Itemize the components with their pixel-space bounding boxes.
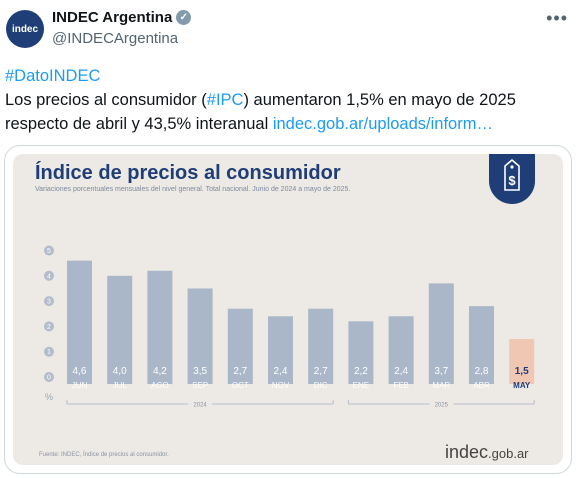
x-tick-label: NOV xyxy=(272,381,290,390)
x-tick-label: MAY xyxy=(513,381,531,390)
x-tick-label: OCT xyxy=(232,381,249,390)
tweet-text-after: ) aumentaron 1,5% en mayo de 2025 respec… xyxy=(5,91,516,133)
year-label: 2025 xyxy=(435,403,449,409)
y-unit-label: % xyxy=(45,392,53,402)
bar xyxy=(268,316,293,384)
bar-value-label: 4,0 xyxy=(113,366,127,377)
more-options-icon[interactable]: ••• xyxy=(546,8,568,28)
x-tick-label: AGO xyxy=(151,381,169,390)
year-label-bg xyxy=(429,400,454,408)
x-tick-label: FEB xyxy=(393,381,409,390)
bar xyxy=(428,283,454,384)
bar xyxy=(509,339,535,384)
brand-domain: .gob.ar xyxy=(488,446,529,461)
media-card[interactable]: Índice de precios al consumidor Variacio… xyxy=(4,145,572,474)
avatar-label: indec xyxy=(11,23,39,35)
chart-subtitle: Variaciones porcentuales mensuales del n… xyxy=(35,186,351,193)
bar-value-label: 4,2 xyxy=(153,366,167,377)
y-tick-label: 5 xyxy=(47,248,51,255)
bar-value-label: 2,4 xyxy=(274,366,288,377)
indec-logo: indec.gob.ar xyxy=(445,442,529,463)
bar xyxy=(348,321,374,384)
bar xyxy=(187,288,213,384)
bar-value-label: 3,5 xyxy=(193,366,207,377)
x-tick-label: SEP xyxy=(192,381,208,390)
author-name-label: INDEC Argentina xyxy=(52,9,173,26)
svg-text:$: $ xyxy=(508,173,516,188)
chart-title: Índice de precios al consumidor xyxy=(35,162,341,184)
brand-name: indec xyxy=(445,442,489,462)
chart-source: Fuente: INDEC, Índice de precios al cons… xyxy=(39,452,169,458)
y-tick-label: 3 xyxy=(47,299,51,306)
x-tick-label: ABR xyxy=(473,381,490,390)
x-tick-label: MAR xyxy=(432,381,450,390)
author-name[interactable]: INDEC Argentina ✓ xyxy=(52,9,192,26)
ipc-hashtag-link[interactable]: #IPC xyxy=(206,91,244,109)
bar xyxy=(308,308,334,384)
bar-value-label: 2,7 xyxy=(314,366,328,377)
year-label: 2024 xyxy=(193,403,207,409)
bar xyxy=(107,275,133,384)
y-tick-dot xyxy=(44,270,54,281)
bar-value-label: 2,7 xyxy=(233,366,247,377)
bar-chart: 0 1 2 3 4 5% 4,6 JUN 4,0 JUL 4,2 AGO 3,5 SEP 2,7 OCT 2,4… xyxy=(44,245,535,409)
tweet-text: #DatoINDEC Los precios al consumidor (#I… xyxy=(5,64,565,136)
bar xyxy=(227,308,253,384)
verified-badge-icon: ✓ xyxy=(176,10,192,25)
bar xyxy=(388,316,414,384)
y-tick-label: 0 xyxy=(47,375,51,382)
y-tick-dot xyxy=(44,372,54,382)
y-tick-dot xyxy=(44,296,54,307)
tweet-text-before: Los precios al consumidor ( xyxy=(5,91,207,109)
author-handle[interactable]: @INDECArgentina xyxy=(52,30,179,47)
y-tick-dot xyxy=(44,346,54,357)
y-tick-label: 4 xyxy=(47,273,51,280)
bar-value-label: 2,2 xyxy=(354,366,368,377)
bar-value-label: 1,5 xyxy=(515,366,529,377)
x-tick-label: JUL xyxy=(113,381,128,390)
bar-value-label: 2,4 xyxy=(394,366,408,377)
y-tick-dot xyxy=(44,321,54,332)
y-tick-dot xyxy=(44,245,54,256)
bar-value-label: 3,7 xyxy=(434,366,448,377)
hashtag-link[interactable]: #DatoINDEC xyxy=(5,67,101,85)
x-tick-label: DIC xyxy=(314,381,328,390)
bar xyxy=(469,306,494,384)
report-link[interactable]: indec.gob.ar/uploads/inform… xyxy=(272,115,493,133)
bar-value-label: 4,6 xyxy=(73,366,87,377)
y-tick-label: 1 xyxy=(47,349,51,356)
x-tick-label: JUN xyxy=(72,381,88,390)
y-tick-label: 2 xyxy=(47,324,51,331)
chart-image: Índice de precios al consumidor Variacio… xyxy=(13,154,563,465)
year-label-bg xyxy=(188,400,213,408)
bar xyxy=(147,270,173,384)
bar-value-label: 2,8 xyxy=(475,366,489,377)
dollar-tag-icon: $ xyxy=(489,154,535,204)
bar xyxy=(67,260,92,384)
avatar[interactable]: indec xyxy=(6,10,44,48)
x-tick-label: ENE xyxy=(353,381,369,390)
